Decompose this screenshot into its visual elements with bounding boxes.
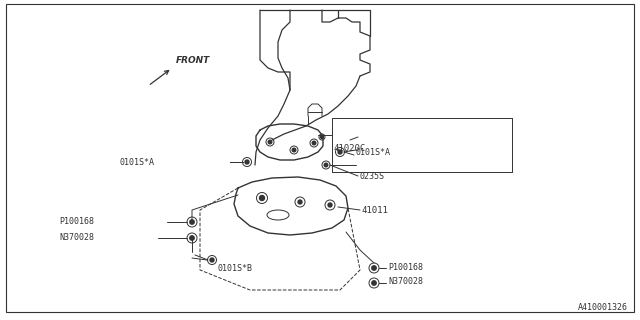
Circle shape [259, 196, 264, 201]
Circle shape [338, 150, 342, 154]
Circle shape [372, 281, 376, 285]
Circle shape [268, 140, 272, 144]
Circle shape [328, 203, 332, 207]
Text: FRONT: FRONT [176, 56, 211, 65]
Text: N370028: N370028 [59, 233, 94, 242]
Text: P100168: P100168 [388, 262, 423, 271]
Text: N370028: N370028 [388, 277, 423, 286]
Text: 0101S*A: 0101S*A [120, 157, 155, 166]
Circle shape [190, 220, 194, 224]
Text: 0101S*B: 0101S*B [217, 264, 252, 273]
Circle shape [312, 141, 316, 145]
Circle shape [372, 266, 376, 270]
Text: 0235S: 0235S [360, 172, 385, 180]
Circle shape [298, 200, 302, 204]
Circle shape [292, 148, 296, 152]
Text: 41011: 41011 [362, 205, 389, 214]
Circle shape [324, 163, 328, 167]
Text: 41020C: 41020C [334, 143, 366, 153]
Circle shape [321, 135, 323, 139]
Text: A410001326: A410001326 [578, 303, 628, 312]
Circle shape [190, 236, 194, 240]
Text: 0101S*A: 0101S*A [356, 148, 391, 156]
Circle shape [210, 258, 214, 262]
Text: P100168: P100168 [59, 217, 94, 226]
Circle shape [245, 160, 249, 164]
